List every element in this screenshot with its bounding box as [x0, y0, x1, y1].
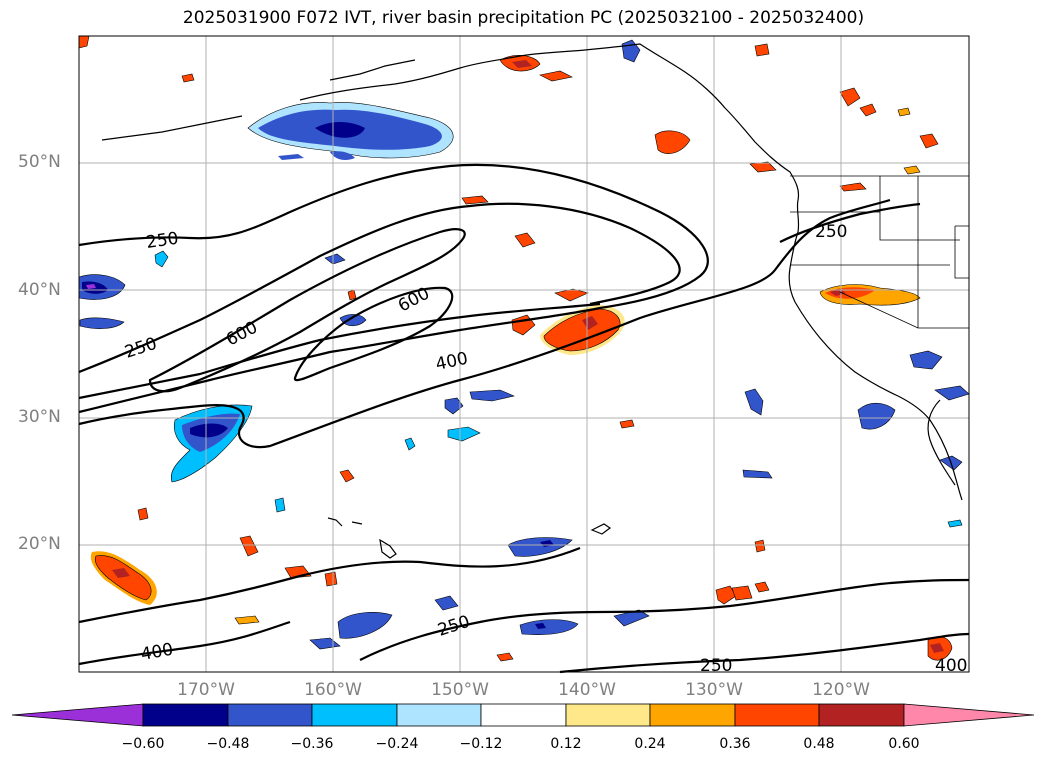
- colorbar-bin-8: [734, 703, 820, 727]
- colorbar-tick-3: −0.36: [290, 736, 334, 752]
- colorbar-tick-2: −0.48: [206, 736, 250, 752]
- colorbar-tick-4: −0.24: [375, 736, 419, 752]
- alaska-coast: [329, 59, 416, 81]
- hawaii-island-1: [327, 517, 343, 527]
- blob-southwest: [90, 551, 157, 605]
- lon-label-150w: 150°W: [431, 680, 489, 700]
- lat-label-30n: 30°N: [18, 407, 61, 427]
- contour-400-outer: [78, 202, 681, 374]
- colorbar-bin-2: [227, 703, 313, 727]
- map-background: [79, 36, 969, 672]
- lat-label-40n: 40°N: [18, 280, 61, 300]
- small-orange-blobs: [78, 35, 953, 662]
- lat-label-20n: 20°N: [18, 534, 61, 554]
- lon-label-140w: 140°W: [558, 680, 616, 700]
- contour-400-lower: [78, 302, 601, 400]
- map-frame: [78, 35, 970, 673]
- lon-label-170w: 170°W: [177, 680, 235, 700]
- contour-400-south: [78, 620, 291, 666]
- colorbar-bin-3: [311, 703, 398, 727]
- contour-label-250-c: 250: [815, 222, 847, 242]
- contour-label-400-c: 400: [935, 656, 967, 676]
- contour-250-lower-outer: [78, 198, 891, 449]
- hawaii-island-2: [351, 521, 363, 525]
- coastline-baja: [927, 399, 956, 486]
- colorbar-bin-6: [565, 703, 651, 727]
- blob-california-ar: [511, 288, 625, 355]
- colorbar-bin-1: [142, 703, 229, 727]
- contour-250-coastal: [779, 202, 921, 243]
- map-title: 2025031900 F072 IVT, river basin precipi…: [182, 8, 865, 28]
- coastlines: [101, 43, 963, 559]
- colorbar: [11, 703, 1035, 727]
- contour-label-250-a: 250: [145, 229, 180, 253]
- colorbar-tick-5: −0.12: [459, 736, 503, 752]
- coastline-north-america: [299, 43, 963, 501]
- contour-600-outer: [148, 228, 466, 393]
- colorbar-extend-high: [903, 703, 1035, 727]
- ivt-contours: [78, 163, 970, 674]
- colorbar-tick-7: 0.24: [634, 736, 666, 752]
- lon-label-120w: 120°W: [812, 680, 870, 700]
- precip-negative-anomalies: [78, 39, 970, 650]
- colorbar-tick-1: −0.60: [121, 736, 165, 752]
- lon-label-160w: 160°W: [304, 680, 362, 700]
- contour-250-south: [78, 546, 581, 624]
- contour-250-southeast: [359, 578, 970, 661]
- colorbar-extend-low: [11, 703, 144, 727]
- contour-400-southeast: [559, 632, 970, 674]
- colorbar-bin-7: [649, 703, 736, 727]
- hawaii-big-island: [379, 538, 397, 559]
- lon-label-130w: 130°W: [685, 680, 743, 700]
- contour-600-inner: [293, 286, 454, 382]
- colorbar-bin-4: [396, 703, 482, 727]
- colorbar-tick-9: 0.48: [803, 736, 835, 752]
- contour-label-250-e: 250: [700, 656, 732, 676]
- island-central-pacific: [590, 523, 612, 535]
- contour-250-upper: [78, 163, 709, 414]
- colorbar-tick-10: 0.60: [888, 736, 920, 752]
- blob-hawaii-north: [170, 404, 253, 483]
- colorbar-bin-5: [480, 703, 567, 727]
- small-blue-blobs: [154, 39, 970, 650]
- colorbar-tick-6: 0.12: [550, 736, 582, 752]
- blob-west-40n: [78, 274, 126, 329]
- graticule: [79, 36, 969, 672]
- lat-label-50n: 50°N: [18, 152, 61, 172]
- colorbar-tick-8: 0.36: [719, 736, 751, 752]
- aleutian-islands: [101, 115, 243, 141]
- political-borders: [790, 175, 969, 329]
- colorbar-bin-9: [818, 703, 905, 727]
- blob-north-pacific-blue: [247, 102, 454, 160]
